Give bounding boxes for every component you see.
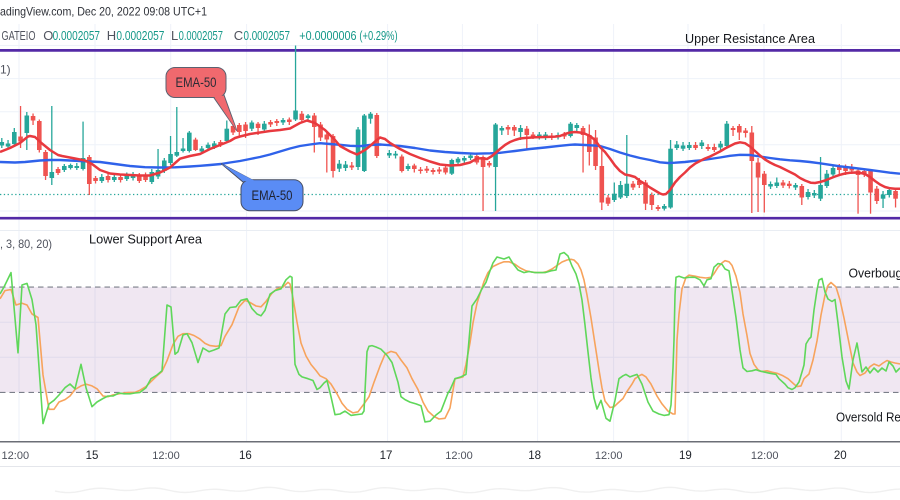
- svg-text:O: O: [43, 28, 53, 43]
- svg-text:0.0002057: 0.0002057: [179, 28, 223, 43]
- svg-text:GATEIO: GATEIO: [2, 28, 36, 43]
- svg-text:16: 16: [239, 450, 252, 462]
- svg-text:H: H: [107, 28, 116, 43]
- svg-text:C: C: [234, 28, 243, 43]
- svg-text:12:00: 12:00: [445, 450, 473, 462]
- svg-text:0.0002057: 0.0002057: [53, 28, 100, 43]
- svg-text:12:00: 12:00: [751, 450, 779, 462]
- svg-text:, 3, 80, 20): , 3, 80, 20): [0, 237, 52, 251]
- svg-text:19: 19: [679, 450, 692, 462]
- svg-text:0.0002057: 0.0002057: [116, 28, 164, 43]
- svg-text:12:00: 12:00: [2, 450, 30, 462]
- svg-text:Overbought: Overbought: [849, 266, 900, 281]
- svg-text:1): 1): [0, 63, 11, 77]
- svg-text:18: 18: [528, 450, 541, 462]
- svg-text:0.0002057: 0.0002057: [244, 28, 291, 43]
- svg-text:Oversold Region: Oversold Region: [836, 410, 900, 425]
- svg-text:+0.0000006: +0.0000006: [299, 28, 356, 43]
- svg-text:12:00: 12:00: [595, 450, 623, 462]
- svg-text:EMA-50: EMA-50: [176, 75, 217, 90]
- svg-text:17: 17: [380, 450, 393, 462]
- svg-text:adingView.com, Dec 20, 2022 09: adingView.com, Dec 20, 2022 09:08 UTC+1: [0, 5, 207, 19]
- svg-text:Lower Support Area: Lower Support Area: [89, 232, 203, 247]
- svg-text:15: 15: [86, 450, 99, 462]
- svg-text:(+0.29%): (+0.29%): [359, 28, 397, 43]
- svg-text:20: 20: [834, 450, 847, 462]
- svg-text:L: L: [171, 28, 178, 43]
- svg-text:12:00: 12:00: [152, 450, 180, 462]
- svg-text:EMA-50: EMA-50: [252, 188, 293, 203]
- svg-text:Upper Resistance Area: Upper Resistance Area: [685, 31, 816, 46]
